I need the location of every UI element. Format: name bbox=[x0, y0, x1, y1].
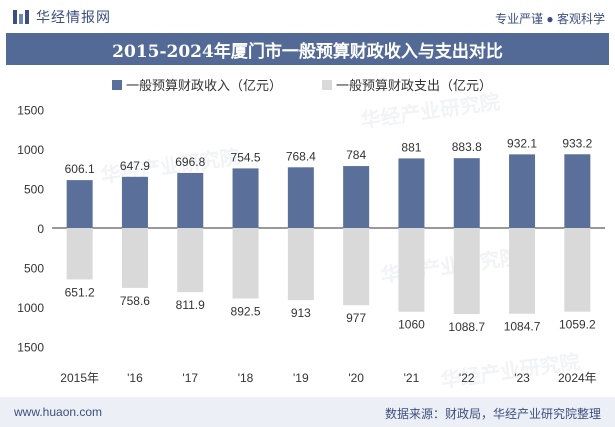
income-bar bbox=[121, 176, 148, 228]
income-value-label: 933.2 bbox=[562, 136, 592, 150]
expense-value-label: 758.6 bbox=[120, 294, 150, 308]
y-tick-label: 500 bbox=[24, 262, 44, 276]
expense-value-label: 1060 bbox=[398, 318, 425, 332]
x-tick-label: '23 bbox=[514, 371, 530, 385]
expense-bar bbox=[121, 228, 148, 288]
x-tick-label: '22 bbox=[459, 371, 475, 385]
expense-value-label: 1088.7 bbox=[448, 320, 485, 334]
y-tick-label: 0 bbox=[37, 222, 44, 236]
income-value-label: 647.9 bbox=[120, 159, 150, 173]
legend-swatch-income bbox=[112, 80, 122, 90]
income-bar bbox=[343, 166, 370, 228]
expense-bar bbox=[66, 228, 93, 280]
x-tick-label: 2024年 bbox=[558, 371, 597, 385]
y-tick-label: 1000 bbox=[17, 301, 44, 315]
brand: 华经情报网 bbox=[12, 7, 111, 27]
expense-bar bbox=[398, 228, 425, 312]
expense-value-label: 977 bbox=[346, 311, 366, 325]
y-tick-label: 1000 bbox=[17, 143, 44, 157]
income-value-label: 696.8 bbox=[175, 155, 205, 169]
x-tick-label: '20 bbox=[348, 371, 364, 385]
expense-value-label: 913 bbox=[291, 306, 311, 320]
income-value-label: 606.1 bbox=[65, 162, 95, 176]
income-value-label: 754.5 bbox=[231, 150, 261, 164]
x-tick-label: 2015年 bbox=[60, 371, 99, 385]
income-bar bbox=[564, 154, 591, 228]
data-source: 数据来源：财政局，华经产业研究院整理 bbox=[384, 407, 601, 421]
income-bar bbox=[177, 172, 204, 228]
expense-value-label: 892.5 bbox=[231, 305, 261, 319]
income-value-label: 881 bbox=[401, 140, 421, 154]
x-tick-label: '19 bbox=[293, 371, 309, 385]
tagline: 专业严谨 ● 客观科学 bbox=[495, 12, 605, 26]
legend-swatch-expense bbox=[322, 80, 332, 90]
income-bar bbox=[453, 158, 480, 228]
x-tick-label: '16 bbox=[127, 371, 143, 385]
income-value-label: 768.4 bbox=[286, 149, 316, 163]
expense-value-label: 1084.7 bbox=[504, 320, 541, 334]
chart-title-bar: 2015-2024年厦门市一般预算财政收入与支出对比 bbox=[6, 33, 609, 65]
expense-bar bbox=[232, 228, 259, 299]
expense-bar bbox=[177, 228, 204, 293]
expense-bar bbox=[564, 228, 591, 312]
legend-label-income: 一般预算财政收入（亿元） bbox=[126, 78, 282, 93]
income-bar bbox=[509, 154, 536, 228]
y-tick-label: 1500 bbox=[17, 104, 44, 118]
expense-bar bbox=[343, 228, 370, 306]
income-bar bbox=[232, 168, 259, 228]
income-value-label: 784 bbox=[346, 148, 366, 162]
footer: www.huaon.com 数据来源：财政局，华经产业研究院整理 bbox=[0, 397, 615, 427]
y-tick-label: 500 bbox=[24, 183, 44, 197]
x-tick-label: '17 bbox=[182, 371, 198, 385]
x-tick-label: '18 bbox=[238, 371, 254, 385]
legend-label-expense: 一般预算财政支出（亿元） bbox=[336, 78, 492, 93]
income-bar bbox=[287, 167, 314, 228]
expense-value-label: 651.2 bbox=[65, 285, 95, 299]
expense-bar bbox=[509, 228, 536, 314]
expense-value-label: 1059.2 bbox=[559, 318, 596, 332]
chart-title: 2015-2024年厦门市一般预算财政收入与支出对比 bbox=[112, 41, 503, 62]
income-bar bbox=[66, 180, 93, 228]
expense-bar bbox=[287, 228, 314, 301]
top-bar: 华经情报网 专业严谨 ● 客观科学 bbox=[0, 0, 615, 32]
bar-chart: 一般预算财政收入（亿元） 一般预算财政支出（亿元） 1500 1000 500 0 500 1… bbox=[17, 78, 605, 385]
expense-value-label: 811.9 bbox=[176, 298, 205, 312]
huajing-logo-icon bbox=[13, 10, 29, 24]
y-tick-label: 1500 bbox=[17, 341, 44, 355]
income-value-label: 883.8 bbox=[452, 140, 482, 154]
brand-name: 华经情报网 bbox=[36, 9, 111, 25]
expense-bar bbox=[453, 228, 480, 315]
x-tick-label: '21 bbox=[404, 371, 420, 385]
footer-url[interactable]: www.huaon.com bbox=[14, 405, 103, 419]
income-value-label: 932.1 bbox=[507, 136, 537, 150]
income-bar bbox=[398, 158, 425, 228]
